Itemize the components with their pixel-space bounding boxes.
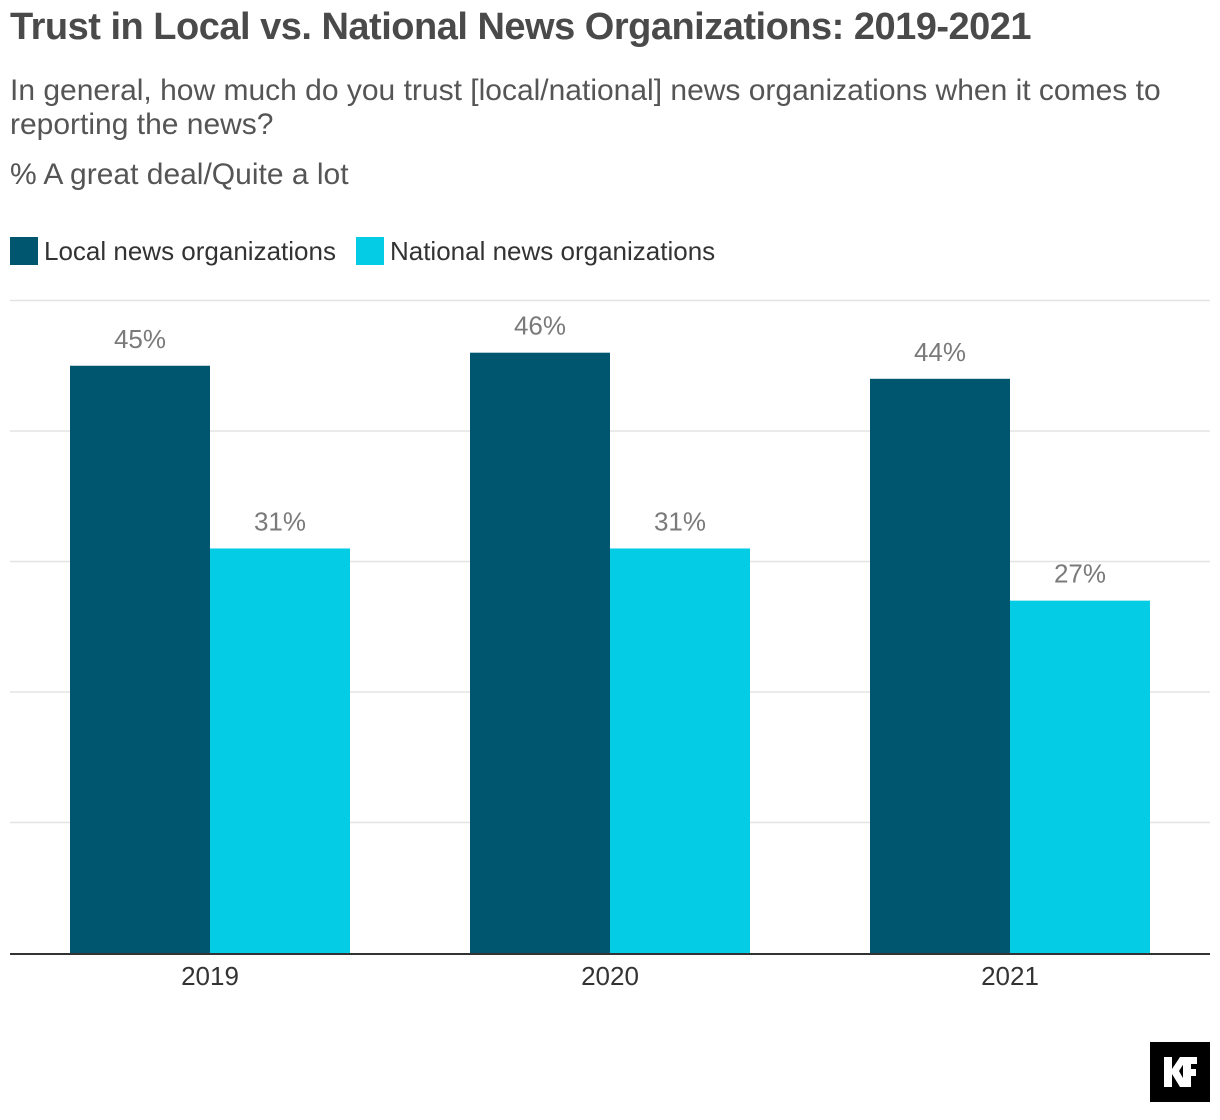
- data-label-local-2019: 45%: [114, 324, 166, 354]
- x-tick-label-2019: 2019: [181, 961, 239, 991]
- legend-label-local: Local news organizations: [44, 235, 336, 266]
- chart-subtitle: In general, how much do you trust [local…: [10, 74, 1161, 141]
- bar-national-2020: [610, 548, 750, 953]
- bar-local-2019: [70, 365, 210, 953]
- data-label-national-2021: 27%: [1054, 559, 1106, 589]
- bar-chart: 45% 31% 2019 46% 31% 2020 44% 27% 2021: [10, 299, 1210, 991]
- legend: Local news organizations National news o…: [10, 234, 735, 268]
- data-label-national-2019: 31%: [254, 506, 306, 536]
- legend-label-national: National news organizations: [389, 235, 716, 266]
- legend-item-national: National news organizations: [355, 235, 716, 267]
- legend-item-local: Local news organizations: [10, 236, 336, 267]
- data-label-national-2020: 31%: [654, 506, 706, 536]
- unit-note: % A great deal/Quite a lot: [10, 158, 349, 191]
- bar-national-2019: [210, 548, 350, 953]
- chart-title: Trust in Local vs. National News Organiz…: [10, 6, 1032, 48]
- legend-swatch-local: [10, 237, 38, 265]
- x-tick-label-2021: 2021: [981, 961, 1039, 991]
- kff-logo: [1150, 1042, 1210, 1102]
- legend-swatch-national: [355, 237, 384, 265]
- bar-national-2021: [1010, 600, 1150, 953]
- data-label-local-2021: 44%: [914, 337, 966, 367]
- x-tick-label-2020: 2020: [581, 961, 639, 991]
- data-label-local-2020: 46%: [514, 311, 566, 341]
- bar-local-2020: [470, 352, 610, 953]
- bar-local-2021: [870, 378, 1010, 953]
